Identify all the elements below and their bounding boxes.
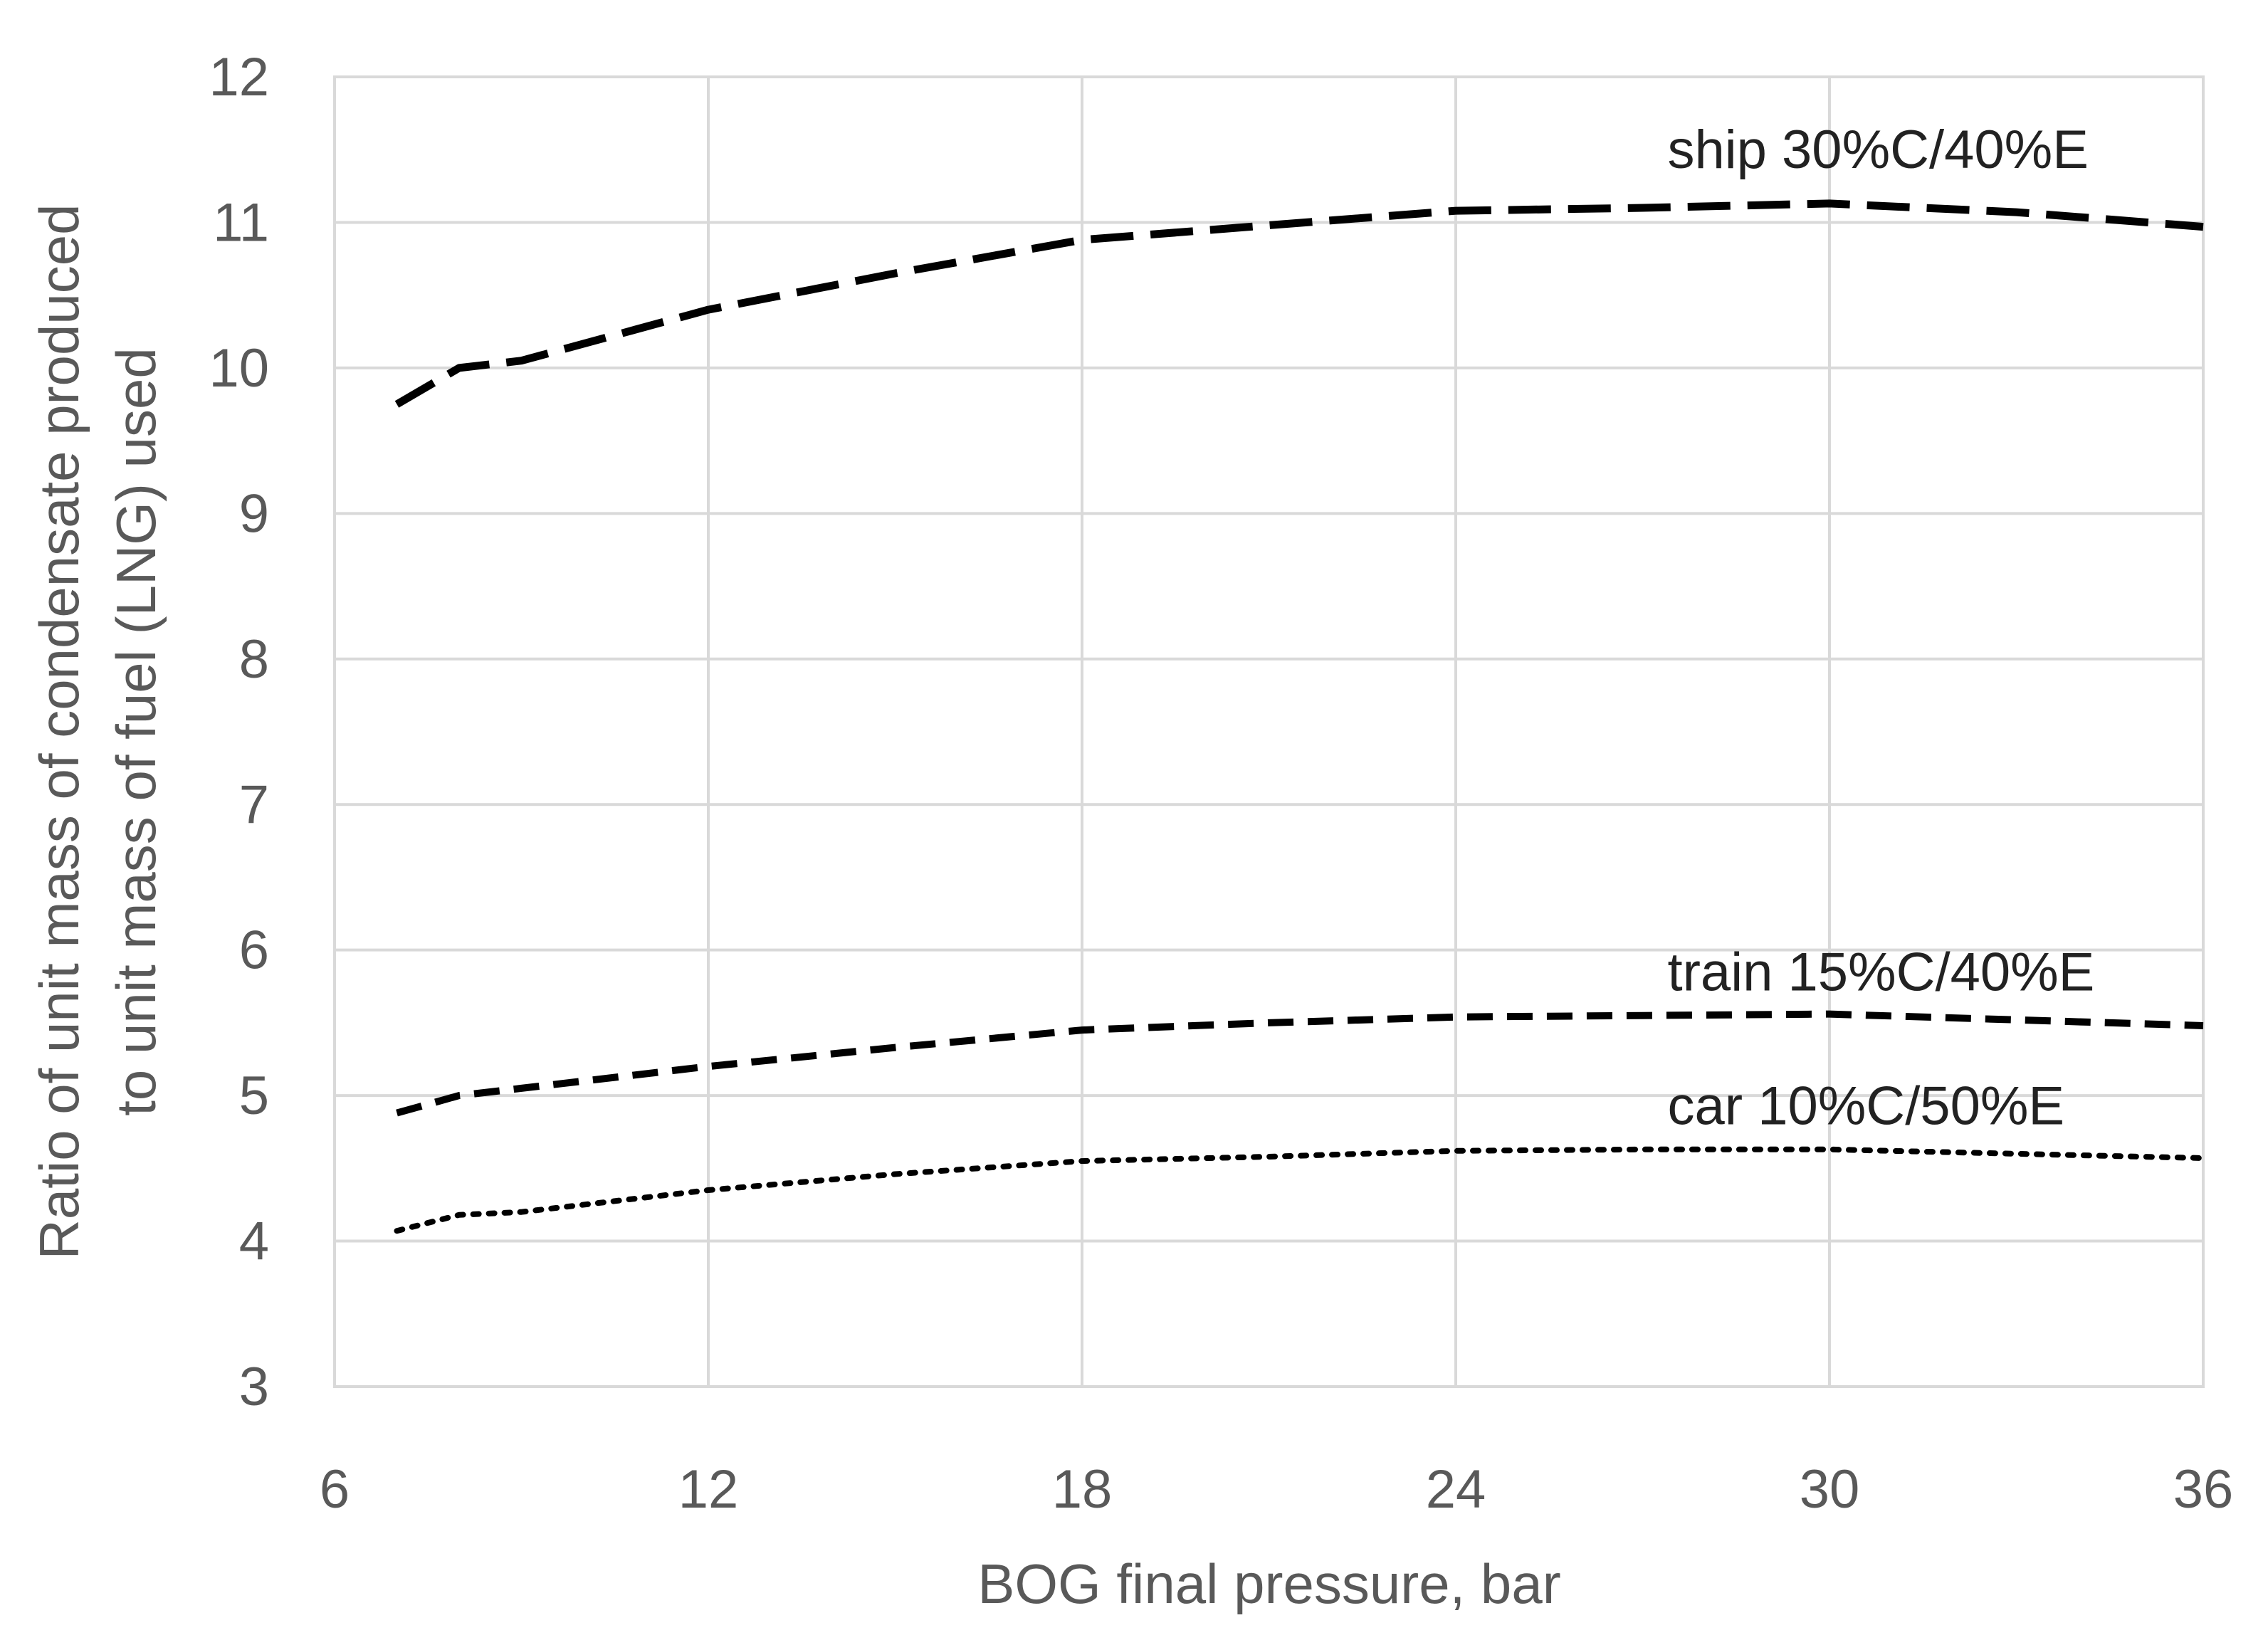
x-tick-label: 30 [1800, 1459, 1860, 1520]
y-tick-label: 7 [239, 774, 269, 835]
x-tick-label: 12 [678, 1459, 739, 1520]
y-tick-label: 11 [213, 192, 269, 253]
x-tick-label: 36 [2173, 1459, 2234, 1520]
series-label-car: car 10%C/50%E [1668, 1076, 2065, 1136]
series-labels: ship 30%C/40%E train 15%C/40%E car 10%C/50… [1668, 120, 2095, 1136]
x-tick-labels: 6 12 18 24 30 36 [320, 1459, 2233, 1520]
y-tick-label: 4 [239, 1211, 269, 1272]
x-tick-label: 24 [1426, 1459, 1486, 1520]
x-tick-label: 18 [1052, 1459, 1113, 1520]
y-tick-labels: 3 4 5 6 7 8 9 10 11 12 [209, 47, 269, 1417]
y-tick-label: 10 [209, 338, 269, 399]
series-line-car [394, 1146, 2206, 1234]
y-tick-label: 3 [239, 1357, 269, 1417]
y-axis-title: Ratio of unit mass of condensate produce… [28, 204, 167, 1260]
y-tick-label: 9 [239, 483, 269, 544]
y-tick-label: 6 [239, 920, 269, 981]
x-axis-title: BOG final pressure, bar [977, 1552, 1560, 1615]
plot-frame [333, 75, 2205, 1388]
series-label-train: train 15%C/40%E [1668, 942, 2095, 1002]
x-tick-label: 6 [320, 1459, 350, 1520]
y-axis-title-line-2: to unit mass of fuel (LNG) used [105, 347, 167, 1115]
y-axis-title-line-1: Ratio of unit mass of condensate produce… [28, 204, 90, 1260]
y-tick-label: 5 [239, 1066, 269, 1126]
grid [333, 75, 2205, 1388]
y-tick-label: 8 [239, 629, 269, 690]
series-lines [394, 199, 2206, 1234]
series-label-ship: ship 30%C/40%E [1668, 120, 2089, 180]
y-tick-label: 12 [209, 47, 269, 107]
series-line-ship [394, 199, 2204, 408]
